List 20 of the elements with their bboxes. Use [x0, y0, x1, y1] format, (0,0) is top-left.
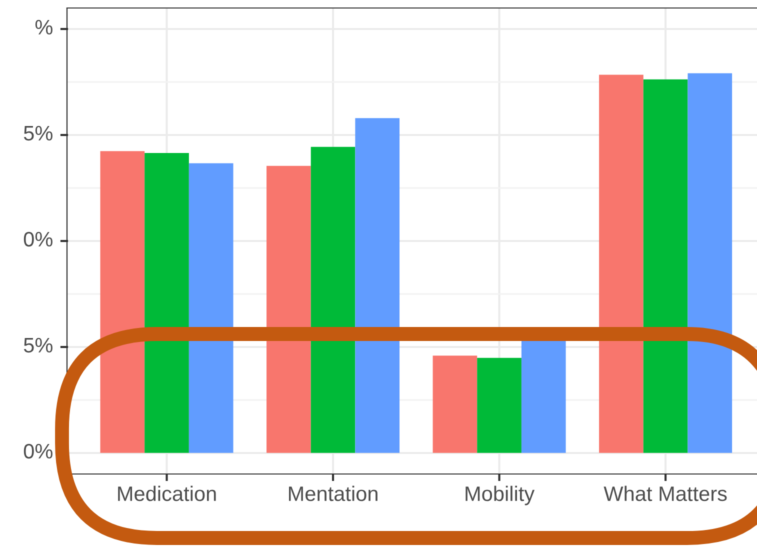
x-tick-label: Mobility: [466, 486, 535, 506]
bar: [643, 79, 688, 453]
x-tick-label: Medication: [118, 486, 216, 502]
bar: [188, 163, 234, 453]
text: 0%: [24, 232, 52, 247]
bar: [477, 358, 522, 453]
bar: [266, 166, 311, 453]
x-tick-label: What Matters: [604, 486, 727, 502]
text: %: [35, 20, 52, 35]
bar: [310, 146, 356, 453]
x-tick-label: Mentation: [288, 486, 378, 502]
bar: [688, 73, 732, 453]
text: 0%: [24, 444, 52, 459]
text: 5%: [24, 338, 52, 353]
bar: [599, 74, 644, 453]
text: 5%: [24, 126, 52, 141]
bar: [144, 152, 189, 453]
bar: [432, 356, 478, 453]
bar: [355, 118, 400, 453]
bar: [100, 151, 145, 453]
